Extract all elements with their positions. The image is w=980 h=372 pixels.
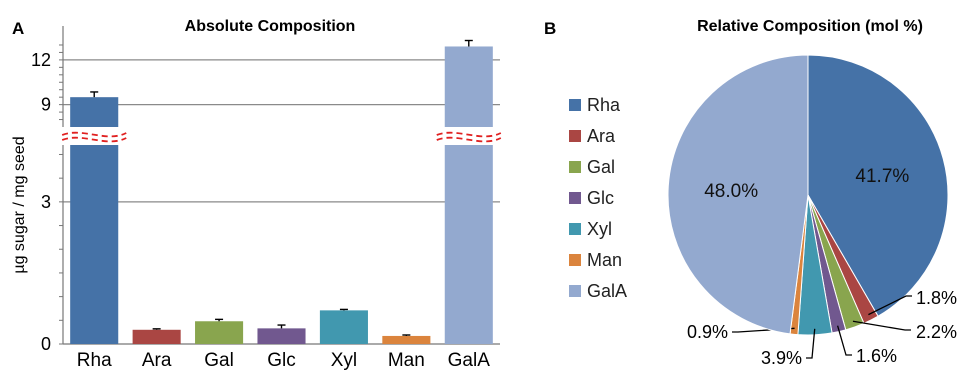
bar-chart-title: Absolute Composition (185, 18, 356, 35)
axis-break-mark (61, 136, 127, 143)
y-tick-label: 3 (41, 192, 51, 212)
bar (319, 310, 368, 344)
legend-label: GalA (587, 281, 627, 301)
panel-letter-b: B (544, 19, 556, 38)
legend-swatch (569, 161, 581, 173)
legend-label: Gal (587, 157, 615, 177)
leader-line (852, 320, 911, 331)
axis-break-mark (61, 131, 127, 138)
axis-break-mark (436, 131, 502, 138)
legend-label: Man (587, 250, 622, 270)
y-tick-label: 9 (41, 95, 51, 115)
legend-label: Xyl (587, 219, 612, 239)
legend-swatch (569, 192, 581, 204)
leader-line (868, 295, 912, 316)
bar (70, 145, 119, 344)
legend-swatch (569, 130, 581, 142)
bar (444, 46, 493, 128)
data-label: 41.7% (855, 166, 909, 187)
legend-label: Ara (587, 126, 616, 146)
x-tick-label: Rha (77, 350, 112, 371)
pie-chart: Relative Composition (mol %) 41.7% 1.8% 2.… (569, 18, 957, 368)
x-tick-label: Man (388, 350, 425, 371)
legend-label: Glc (587, 188, 614, 208)
panel-letter-a: A (12, 19, 24, 38)
bar (444, 145, 493, 344)
bar (382, 335, 431, 344)
axis-break-mark (436, 136, 502, 143)
legend-swatch (569, 99, 581, 111)
data-label: 48.0% (704, 181, 758, 202)
data-label: 1.6% (856, 346, 897, 366)
x-tick-label: Glc (267, 350, 296, 371)
legend-swatch (569, 285, 581, 297)
bar (257, 328, 306, 344)
pie-slice (807, 54, 949, 317)
legend-swatch (569, 254, 581, 266)
data-label: 2.2% (916, 322, 957, 342)
leader-line (836, 325, 852, 356)
legend-swatch (569, 223, 581, 235)
x-tick-label: Xyl (331, 350, 357, 371)
data-label: 1.8% (916, 288, 957, 308)
y-tick-label: 12 (31, 50, 51, 70)
bar-chart: Absolute Composition µg sugar / mg seed … (11, 18, 502, 371)
data-label: 0.9% (687, 322, 728, 342)
bar (132, 329, 181, 344)
legend-label: Rha (587, 95, 621, 115)
pie-slice (667, 54, 809, 335)
bar (70, 97, 119, 127)
x-tick-label: Gal (204, 350, 234, 371)
y-axis-label: µg sugar / mg seed (11, 136, 28, 273)
y-tick-label: 0 (41, 334, 51, 354)
x-tick-label: Ara (142, 350, 172, 371)
bar (195, 321, 244, 344)
data-label: 3.9% (761, 348, 802, 368)
leader-line (806, 328, 816, 359)
pie-chart-title: Relative Composition (mol %) (697, 18, 923, 35)
x-tick-label: GalA (448, 350, 491, 371)
